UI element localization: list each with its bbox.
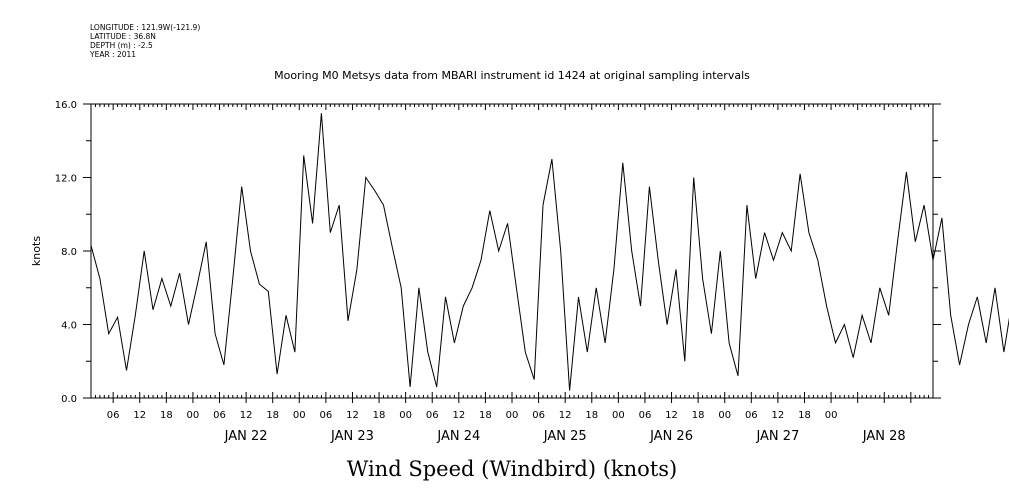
x-tick-label: 18 [266,410,279,421]
x-tick-label: 12 [240,410,253,421]
x-tick-label: 00 [293,410,306,421]
x-day-label: JAN 28 [862,429,906,444]
x-tick-label: 18 [160,410,173,421]
chart-bottom-title: Wind Speed (Windbird) (knots) [347,457,677,481]
x-tick-label: 06 [745,410,758,421]
x-tick-label: 18 [798,410,811,421]
x-day-label: JAN 22 [224,429,268,444]
x-tick-label: 18 [585,410,598,421]
x-day-label: JAN 23 [330,429,374,444]
x-day-label: JAN 24 [436,429,480,444]
x-tick-label: 12 [346,410,359,421]
x-tick-label: 06 [213,410,226,421]
x-tick-labels: 06 12 18 00 06 12 18 00 06 12 18 00 06 12 18 00 06 12 18 00… [107,410,838,421]
depth-label: DEPTH (m) : -2.5 [90,41,153,50]
year-label: YEAR : 2011 [89,50,136,59]
x-tick-label: 00 [506,410,519,421]
x-day-label: JAN 26 [649,429,693,444]
y-tick-label: 12.0 [55,174,77,185]
x-tick-label: 18 [692,410,705,421]
x-tick-label: 06 [532,410,545,421]
x-tick-label: 00 [718,410,731,421]
x-tick-label: 18 [373,410,386,421]
axis-ticks [83,103,941,403]
x-tick-label: 12 [452,410,465,421]
x-tick-label: 12 [665,410,678,421]
x-tick-label: 00 [399,410,412,421]
x-tick-label: 12 [772,410,785,421]
x-tick-label: 06 [639,410,652,421]
x-tick-label: 12 [133,410,146,421]
y-tick-label: 8.0 [61,247,77,258]
x-tick-label: 00 [187,410,200,421]
latitude-label: LATITUDE : 36.8N [90,32,156,41]
series-line-wind-speed [90,113,1009,391]
x-tick-label: 18 [479,410,492,421]
y-tick-labels: 0.0 4.0 8.0 12.0 16.0 [55,100,77,405]
x-tick-label: 06 [426,410,439,421]
chart-title: Mooring M0 Metsys data from MBARI instru… [274,69,750,82]
x-day-labels: JAN 22 JAN 23 JAN 24 JAN 25 JAN 26 JAN 27 JAN … [224,429,906,444]
x-tick-label: 00 [612,410,625,421]
x-day-label: JAN 25 [543,429,587,444]
x-day-label: JAN 27 [755,429,799,444]
y-tick-label: 4.0 [61,321,77,332]
longitude-label: LONGITUDE : 121.9W(-121.9) [90,23,200,32]
y-axis-label: knots [30,236,43,266]
plot-frame [90,103,934,399]
x-tick-label: 12 [559,410,572,421]
x-tick-label: 06 [320,410,333,421]
x-tick-label: 00 [825,410,838,421]
y-tick-label: 0.0 [61,394,77,405]
x-tick-label: 06 [107,410,120,421]
y-tick-label: 16.0 [55,100,77,111]
